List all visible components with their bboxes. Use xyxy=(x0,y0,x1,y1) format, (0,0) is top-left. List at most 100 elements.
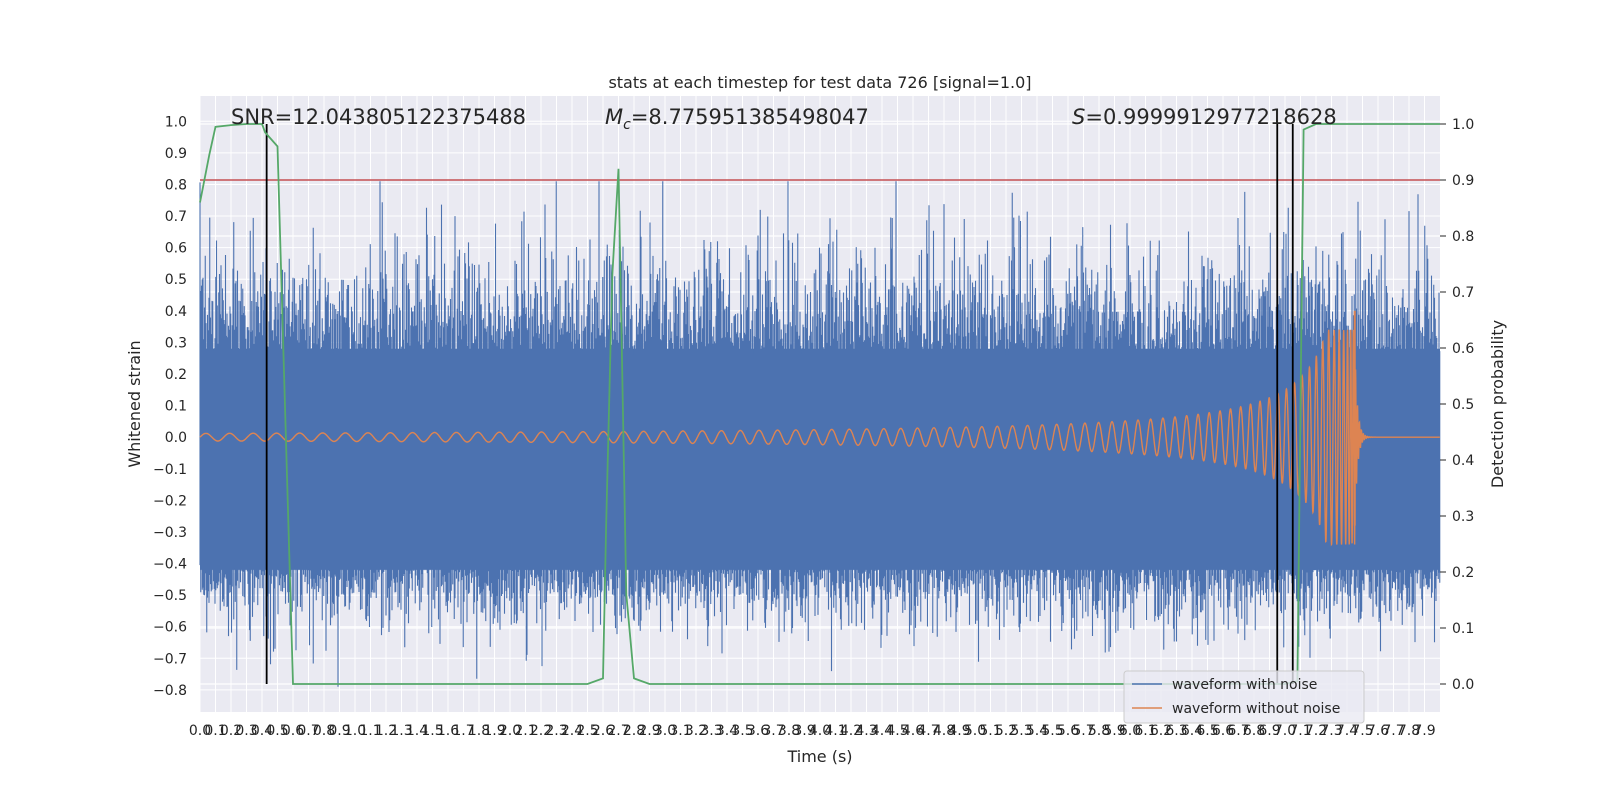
x-tick-label: 3.7 xyxy=(762,723,784,739)
x-tick-label: 1.9 xyxy=(483,723,505,739)
x-tick-label: 0.7 xyxy=(297,723,319,739)
chirp-mass-symbol: M xyxy=(605,105,623,129)
y2-tick-label: 0.5 xyxy=(1452,397,1474,413)
x-tick-label: 7.5 xyxy=(1351,723,1373,739)
x-tick-label: 5.8 xyxy=(1088,723,1110,739)
y-tick-label: −0.4 xyxy=(153,557,187,573)
y-tick-label: 0.0 xyxy=(165,430,187,446)
chirp-mass-annotation: Mc=8.775951385498047 xyxy=(605,105,869,133)
x-tick-label: 2.7 xyxy=(607,723,629,739)
score-symbol: S xyxy=(1072,105,1085,129)
x-tick-label: 4.6 xyxy=(902,723,924,739)
x-tick-label: 2.2 xyxy=(530,723,552,739)
y2-tick-label: 0.9 xyxy=(1452,173,1474,189)
x-tick-label: 4.7 xyxy=(917,723,939,739)
y-tick-label: −0.7 xyxy=(153,651,187,667)
x-tick-label: 4.9 xyxy=(948,723,970,739)
x-tick-label: 6.0 xyxy=(1119,723,1141,739)
x-tick-label: 0.0 xyxy=(189,723,211,739)
x-tick-label: 1.2 xyxy=(375,723,397,739)
legend-box xyxy=(1123,670,1365,724)
x-tick-label: 3.8 xyxy=(778,723,800,739)
x-tick-label: 2.8 xyxy=(623,723,645,739)
y2-tick-label: 0.2 xyxy=(1452,565,1474,581)
snr-annotation: SNR=12.043805122375488 xyxy=(231,105,526,129)
x-tick-label: 0.4 xyxy=(251,723,273,739)
x-tick-label: 1.3 xyxy=(390,723,412,739)
detection-probability xyxy=(199,123,1440,685)
x-tick-label: 4.3 xyxy=(855,723,877,739)
x-tick-label: 0.5 xyxy=(266,723,288,739)
y-tick-label: 0.1 xyxy=(165,399,187,415)
x-tick-label: 3.3 xyxy=(700,723,722,739)
legend-label-waveform-without-noise: waveform without noise xyxy=(1172,701,1340,717)
x-axis: 0.00.10.20.30.40.50.60.70.80.91.01.11.21… xyxy=(189,723,1436,739)
score-annotation: S=0.9999912977218628 xyxy=(1072,105,1337,129)
x-tick-label: 6.7 xyxy=(1227,723,1249,739)
x-tick-label: 3.9 xyxy=(793,723,815,739)
x-tick-label: 4.8 xyxy=(933,723,955,739)
y2-tick-label: 0.7 xyxy=(1452,285,1474,301)
x-tick-label: 5.3 xyxy=(1010,723,1032,739)
x-tick-label: 3.0 xyxy=(654,723,676,739)
probability-line xyxy=(199,123,1440,685)
x-tick-label: 6.8 xyxy=(1243,723,1265,739)
x-tick-label: 7.1 xyxy=(1289,723,1311,739)
x-tick-label: 1.6 xyxy=(437,723,459,739)
x-tick-label: 7.2 xyxy=(1305,723,1327,739)
x-tick-label: 3.2 xyxy=(685,723,707,739)
x-tick-label: 6.4 xyxy=(1181,723,1203,739)
y-tick-label: 1.0 xyxy=(165,114,187,130)
x-tick-label: 1.7 xyxy=(452,723,474,739)
x-tick-label: 5.7 xyxy=(1072,723,1094,739)
x-tick-label: 5.6 xyxy=(1057,723,1079,739)
x-tick-label: 6.2 xyxy=(1150,723,1172,739)
x-tick-label: 2.9 xyxy=(638,723,660,739)
y-tick-label: −0.8 xyxy=(153,683,187,699)
x-tick-label: 1.8 xyxy=(468,723,490,739)
series-waveform-with-noise xyxy=(199,181,1441,687)
y-tick-label: 0.3 xyxy=(165,335,187,351)
x-tick-label: 7.7 xyxy=(1382,723,1404,739)
chart-title: stats at each timestep for test data 726… xyxy=(608,73,1031,92)
x-tick-label: 3.4 xyxy=(716,723,738,739)
y-tick-label: −0.1 xyxy=(153,462,187,478)
x-tick-label: 6.1 xyxy=(1134,723,1156,739)
x-tick-label: 2.3 xyxy=(545,723,567,739)
series-waveform-without-noise xyxy=(199,310,1440,547)
x-tick-label: 0.2 xyxy=(220,723,242,739)
x-tick-label: 0.8 xyxy=(313,723,335,739)
x-tick-label: 3.6 xyxy=(747,723,769,739)
y2-tick-label: 0.1 xyxy=(1452,621,1474,637)
x-tick-label: 6.9 xyxy=(1258,723,1280,739)
x-tick-label: 7.3 xyxy=(1320,723,1342,739)
x-tick-label: 7.4 xyxy=(1336,723,1358,739)
y2-tick-label: 0.4 xyxy=(1452,453,1474,469)
y2-tick-label: 0.3 xyxy=(1452,509,1474,525)
x-tick-label: 4.1 xyxy=(824,723,846,739)
x-tick-label: 5.9 xyxy=(1103,723,1125,739)
x-tick-label: 4.0 xyxy=(809,723,831,739)
x-tick-label: 7.9 xyxy=(1413,723,1435,739)
y-axis-label: Whitened strain xyxy=(125,340,144,467)
y2-tick-label: 1.0 xyxy=(1452,117,1474,133)
y-tick-label: −0.2 xyxy=(153,493,187,509)
legend-label-waveform-with-noise: waveform with noise xyxy=(1172,677,1317,693)
x-tick-label: 0.9 xyxy=(328,723,350,739)
y-tick-label: 0.2 xyxy=(165,367,187,383)
y2-tick-label: 0.8 xyxy=(1452,229,1474,245)
y-tick-label: 0.5 xyxy=(165,272,187,288)
y-tick-label: −0.6 xyxy=(153,620,187,636)
x-tick-label: 2.6 xyxy=(592,723,614,739)
x-tick-label: 6.3 xyxy=(1165,723,1187,739)
x-tick-label: 2.0 xyxy=(499,723,521,739)
y-tick-label: −0.5 xyxy=(153,588,187,604)
y2-axis: 1.0 0.9 0.8 0.7 0.6 0.5 0.4 0.3 0.2 0.1 0.0 xyxy=(1440,117,1474,693)
chirp-line xyxy=(199,329,1440,547)
x-tick-label: 1.1 xyxy=(359,723,381,739)
x-tick-label: 4.5 xyxy=(886,723,908,739)
x-tick-label: 6.5 xyxy=(1196,723,1218,739)
y2-tick-label: 0.0 xyxy=(1452,677,1474,693)
x-tick-label: 3.1 xyxy=(669,723,691,739)
y-tick-label: 0.7 xyxy=(165,209,187,225)
